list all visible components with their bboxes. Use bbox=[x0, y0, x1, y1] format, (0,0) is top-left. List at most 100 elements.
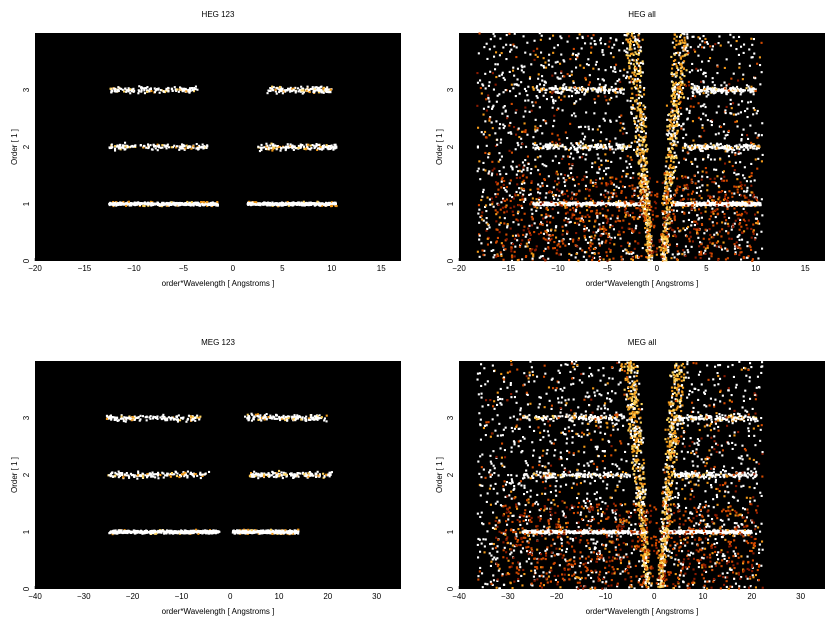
heatmap-cell bbox=[666, 119, 668, 121]
heatmap-cell bbox=[594, 161, 596, 163]
heatmap-cell bbox=[540, 147, 542, 149]
heatmap-cell bbox=[520, 138, 522, 140]
heatmap-cell bbox=[711, 181, 713, 183]
heatmap-cell bbox=[585, 111, 587, 113]
heatmap-cell bbox=[621, 87, 623, 89]
heatmap-cell bbox=[510, 133, 512, 135]
heatmap-cell bbox=[609, 146, 611, 148]
heatmap-cell bbox=[181, 88, 183, 90]
heatmap-cell bbox=[549, 38, 551, 40]
heatmap-cell bbox=[146, 203, 148, 205]
heatmap-cell bbox=[591, 166, 593, 168]
heatmap-cell bbox=[694, 207, 696, 209]
heatmap-cell bbox=[503, 77, 505, 79]
heatmap-cell bbox=[576, 142, 578, 144]
heatmap-cell bbox=[604, 96, 606, 98]
heatmap-cell bbox=[185, 204, 187, 206]
heatmap-cell bbox=[539, 185, 541, 187]
heatmap-cell bbox=[605, 146, 607, 148]
heatmap-cell bbox=[483, 169, 485, 171]
heatmap-cell bbox=[494, 132, 496, 134]
heatmap-cell bbox=[248, 202, 250, 204]
heatmap-cell bbox=[676, 100, 678, 102]
heatmap-cell bbox=[638, 173, 640, 175]
heatmap-cell bbox=[589, 145, 591, 147]
heatmap-cell bbox=[604, 120, 606, 122]
heatmap-cell bbox=[493, 46, 495, 48]
heatmap-cell bbox=[671, 72, 673, 74]
heatmap-cell bbox=[638, 54, 640, 56]
heatmap-cell bbox=[552, 35, 554, 37]
heatmap-cell bbox=[124, 149, 126, 151]
heatmap-cell bbox=[712, 236, 714, 238]
heatmap-cell bbox=[724, 163, 726, 165]
heatmap-cell bbox=[315, 145, 317, 147]
heatmap-cell bbox=[688, 219, 690, 221]
heatmap-cell bbox=[647, 148, 649, 150]
heatmap-cell bbox=[610, 218, 612, 220]
heatmap-cell bbox=[622, 93, 624, 95]
heatmap-cell bbox=[524, 52, 526, 54]
heatmap-cell bbox=[575, 209, 577, 211]
heatmap-cell bbox=[596, 61, 598, 63]
heatmap-cell bbox=[753, 38, 755, 40]
heatmap-cell bbox=[532, 143, 534, 145]
heatmap-cell bbox=[614, 71, 616, 73]
heatmap-cell bbox=[743, 208, 745, 210]
heatmap-cell bbox=[724, 205, 726, 207]
heatmap-cell bbox=[585, 154, 587, 156]
heatmap-cell bbox=[684, 251, 686, 253]
heatmap-cell bbox=[325, 89, 327, 91]
heatmap-cell bbox=[596, 148, 598, 150]
heatmap-cell bbox=[698, 135, 700, 137]
heatmap-cell bbox=[587, 242, 589, 244]
heatmap-cell bbox=[641, 96, 643, 98]
heatmap-cell bbox=[329, 91, 331, 93]
heatmap-cell bbox=[571, 95, 573, 97]
heatmap-cell bbox=[681, 81, 683, 83]
heatmap-cell bbox=[690, 105, 692, 107]
heatmap-cell bbox=[131, 145, 133, 147]
heatmap-cell bbox=[586, 227, 588, 229]
heatmap-cell bbox=[197, 202, 199, 204]
heatmap-cell bbox=[119, 144, 121, 146]
heatmap-cell bbox=[749, 87, 751, 89]
heatmap-cell bbox=[588, 220, 590, 222]
heatmap-cell bbox=[724, 222, 726, 224]
heatmap-cell bbox=[163, 91, 165, 93]
heatmap-cell bbox=[686, 118, 688, 120]
heatmap-cell bbox=[531, 213, 533, 215]
heatmap-cell bbox=[515, 112, 517, 114]
heatmap-cell bbox=[501, 242, 503, 244]
heatmap-cell bbox=[493, 168, 495, 170]
heatmap-cell bbox=[516, 191, 518, 193]
heatmap-cell bbox=[176, 88, 178, 90]
heatmap-cell bbox=[498, 161, 500, 163]
heatmap-cell bbox=[723, 123, 725, 125]
heatmap-cell bbox=[511, 84, 513, 86]
heatmap-cell bbox=[285, 149, 287, 151]
heatmap-cell bbox=[631, 72, 633, 74]
heatmap-cell bbox=[552, 100, 554, 102]
heatmap-cell bbox=[294, 87, 296, 89]
heatmap-cell bbox=[677, 90, 679, 92]
heatmap-cell bbox=[746, 134, 748, 136]
heatmap-cell bbox=[682, 55, 684, 57]
heatmap-cell bbox=[574, 185, 576, 187]
x-tick-label: 15 bbox=[377, 264, 386, 273]
heatmap-cell bbox=[539, 173, 541, 175]
heatmap-cell bbox=[718, 35, 720, 37]
heatmap-cell bbox=[300, 86, 302, 88]
heatmap-cell bbox=[598, 68, 600, 70]
heatmap-cell bbox=[584, 126, 586, 128]
heatmap-cell bbox=[108, 203, 110, 205]
heatmap-cell bbox=[637, 34, 639, 36]
heatmap-cell bbox=[539, 143, 541, 145]
heatmap-cell bbox=[570, 153, 572, 155]
heatmap-cell bbox=[481, 131, 483, 133]
heatmap-cell bbox=[554, 100, 556, 102]
heatmap-cell bbox=[541, 182, 543, 184]
heatmap-cell bbox=[739, 239, 741, 241]
heatmap-cell bbox=[288, 147, 290, 149]
heatmap-cell bbox=[687, 177, 689, 179]
